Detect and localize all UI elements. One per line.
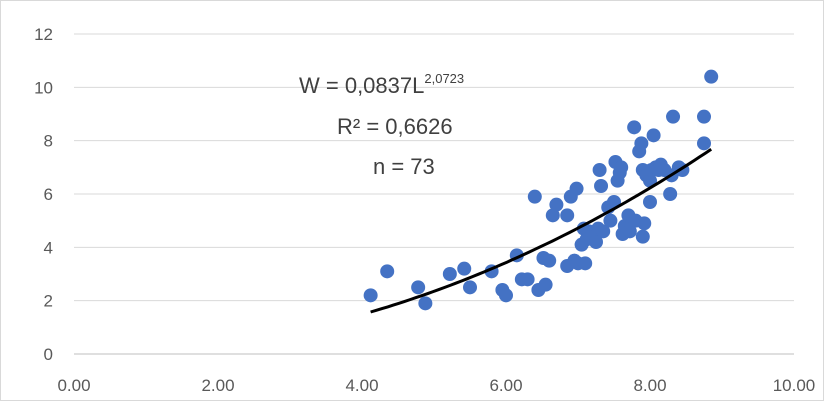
data-point [634,136,649,151]
data-point [635,229,650,244]
data-point [457,261,472,276]
data-point [380,264,395,279]
data-point [646,128,661,143]
y-tick-label: 0 [44,345,53,364]
x-tick-label: 2.00 [201,376,234,395]
data-point [666,109,681,124]
data-point [545,208,560,223]
y-tick-label: 8 [44,132,53,151]
sample-size-label: n = 73 [373,154,435,179]
y-tick-label: 6 [44,185,53,204]
data-point [578,256,593,271]
data-point [560,208,575,223]
x-tick-label: 0.00 [57,376,90,395]
data-point [499,288,513,303]
data-point [603,213,618,228]
data-point [614,160,629,175]
data-point [569,181,584,196]
data-point [622,224,637,239]
data-point [463,280,477,295]
data-point [538,277,553,292]
y-tick-label: 10 [34,78,53,97]
y-axis-tick-labels: 0 2 4 6 8 10 12 [34,25,53,364]
gridlines [74,33,794,302]
x-tick-label: 4.00 [345,376,378,395]
data-point [542,253,557,268]
equation-label: W = 0,0837L2,0723 [299,71,464,98]
y-tick-label: 2 [44,292,53,311]
data-point [520,272,535,287]
x-tick-label: 10.00 [773,376,816,395]
data-point [596,224,611,239]
data-point [411,280,426,295]
data-point [592,163,607,177]
data-point [697,109,711,124]
data-point [594,179,609,193]
x-tick-label: 8.00 [633,376,666,395]
y-tick-label: 4 [44,238,53,257]
x-tick-label: 6.00 [489,376,522,395]
data-point [363,288,378,303]
data-points [363,69,719,311]
data-point [697,136,711,151]
data-point [704,69,719,84]
data-point [643,195,657,209]
r-squared-label: R² = 0,6626 [337,114,453,139]
data-point [627,120,642,135]
data-point [442,267,457,281]
data-point [637,216,652,231]
data-point [663,187,678,201]
data-point [589,235,603,249]
data-point [549,197,564,212]
y-tick-label: 12 [34,25,53,44]
data-point [527,189,542,204]
power-trendline [370,148,713,314]
x-axis-tick-labels: 0.00 2.00 4.00 6.00 8.00 10.00 [57,376,815,395]
data-point [418,296,433,311]
